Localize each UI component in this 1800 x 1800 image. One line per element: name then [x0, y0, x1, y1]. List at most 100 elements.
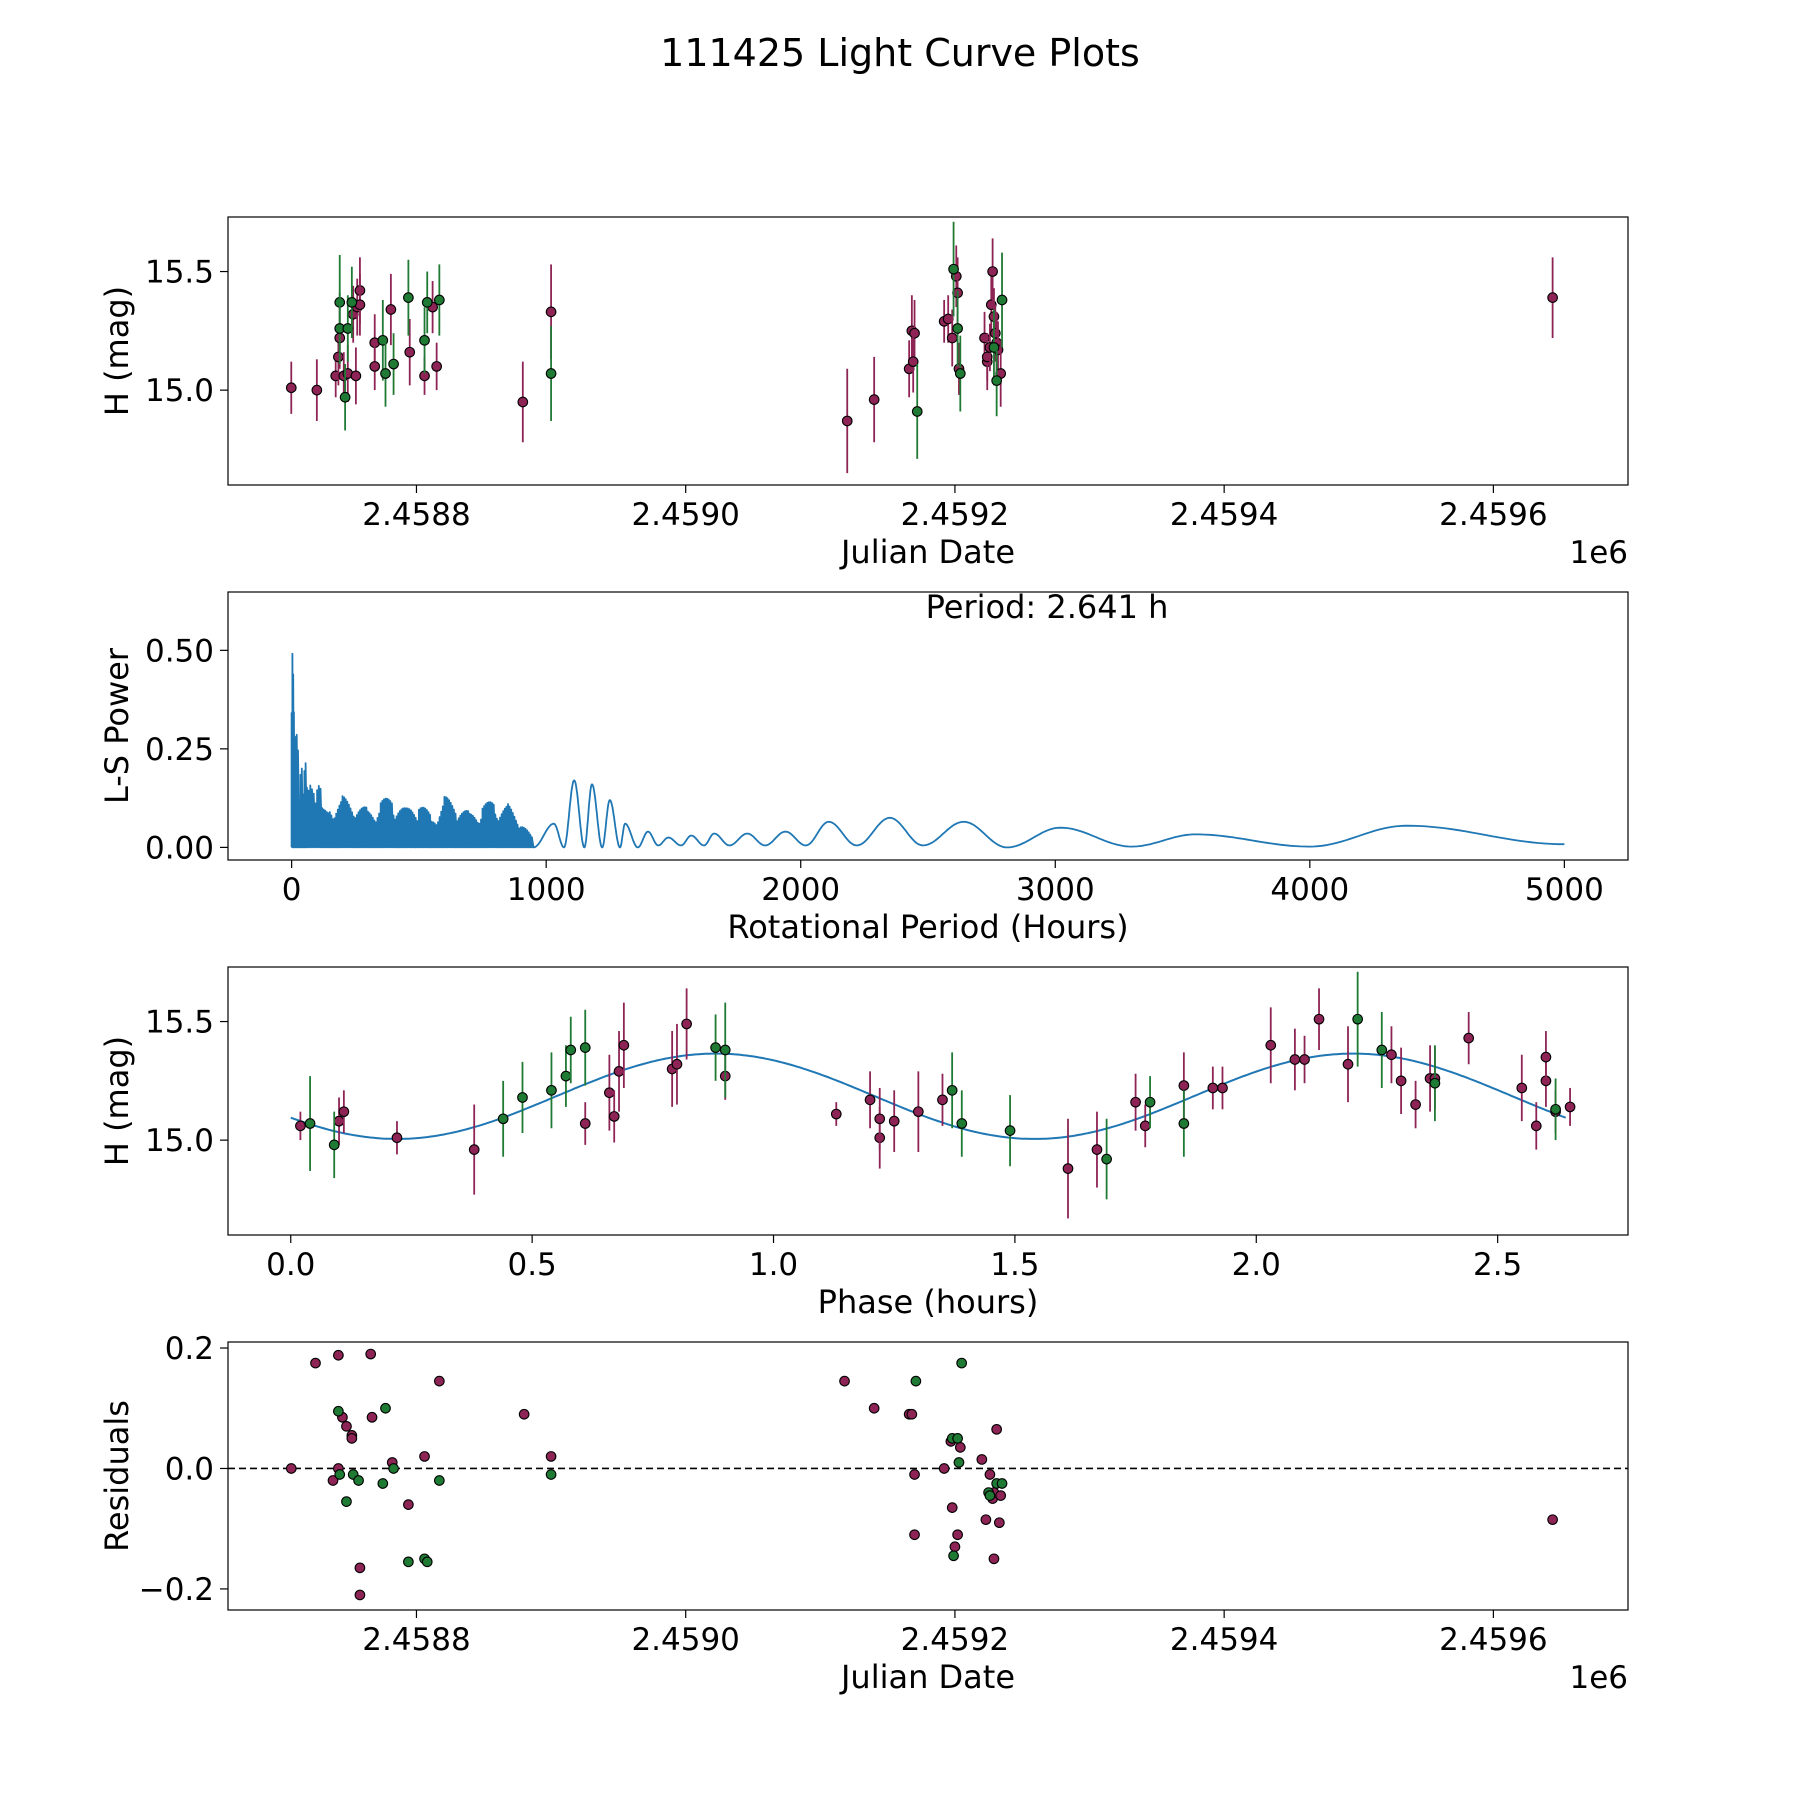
resid-y-axis-label: Residuals	[98, 1400, 136, 1552]
residuals-panel: 2.4588 2.4590 2.4592 2.4594 2.4596 −0.2 0.0 0.2…	[98, 1331, 1629, 1696]
resid-data-point	[948, 1550, 959, 1562]
resid-data-point	[310, 1357, 321, 1369]
lc-data-point	[545, 306, 557, 318]
phase-data-point	[1299, 1054, 1310, 1065]
phase-x-tick-label: 2.0	[1232, 1247, 1281, 1283]
phase-data-point	[1516, 1082, 1528, 1094]
phase-data-point	[618, 1039, 630, 1051]
phase-x-tick-label: 0.0	[266, 1247, 315, 1283]
phase-data-point	[565, 1044, 577, 1056]
phase-data-point	[1463, 1032, 1475, 1044]
lc-data-point	[433, 294, 445, 306]
resid-data-point	[334, 1469, 346, 1480]
ls-y-tick-label: 0.25	[145, 732, 214, 768]
phase-data-point	[1410, 1099, 1421, 1110]
lc-x-offset-label: 1e6	[1569, 535, 1628, 571]
resid-y-tick-label: −0.2	[139, 1572, 214, 1608]
lc-data-point	[991, 375, 1003, 386]
lc-data-point	[431, 361, 443, 372]
resid-data-point	[403, 1499, 414, 1510]
resid-data-point	[545, 1469, 557, 1480]
phase-data-point	[295, 1120, 306, 1132]
phase-data-point	[1139, 1120, 1151, 1132]
resid-data-point	[419, 1451, 430, 1462]
lc-data-point	[339, 391, 351, 403]
phase-data-point	[1130, 1096, 1141, 1108]
phase-data-point	[613, 1066, 625, 1077]
ls-y-axis-label: L-S Power	[98, 647, 136, 804]
lc-x-tick-label: 2.4596	[1439, 497, 1547, 533]
lc-data-point	[907, 356, 919, 368]
resid-data-point	[341, 1496, 352, 1507]
ls-x-axis-label: Rotational Period (Hours)	[727, 908, 1128, 946]
ls-x-tick-label: 5000	[1525, 872, 1604, 908]
lc-data-point	[385, 304, 397, 315]
lc-data-point	[948, 263, 959, 275]
resid-data-point	[980, 1514, 992, 1526]
phase-x-tick-label: 1.0	[749, 1247, 798, 1283]
resid-data-point	[976, 1454, 988, 1465]
phase-data-point	[391, 1132, 403, 1144]
resid-data-point	[995, 1490, 1007, 1501]
resid-data-point	[354, 1589, 366, 1601]
phase-data-point	[517, 1092, 528, 1103]
resid-data-point	[953, 1457, 965, 1468]
lc-x-tick-label: 2.4588	[362, 497, 470, 533]
phase-x-tick-label: 0.5	[507, 1247, 556, 1283]
resid-data-point	[333, 1405, 344, 1417]
resid-data-point	[388, 1463, 399, 1474]
phase-data-point	[604, 1087, 615, 1099]
phase-data-point	[681, 1018, 692, 1030]
resid-data-point	[938, 1463, 950, 1474]
phase-data-point	[1342, 1058, 1354, 1070]
phase-y-axis-label: H (mag)	[98, 1036, 136, 1166]
phase-data-point	[1386, 1049, 1397, 1061]
resid-x-axis-label: Julian Date	[839, 1658, 1015, 1696]
resid-data-point	[380, 1402, 391, 1414]
phase-data-point	[946, 1084, 958, 1096]
lc-data-point	[333, 351, 344, 363]
resid-data-point	[910, 1375, 922, 1387]
phase-data-point	[719, 1044, 731, 1056]
period-annotation: Period: 2.641 h	[926, 588, 1169, 626]
phase-data-point	[1550, 1103, 1561, 1115]
phase-data-point	[864, 1094, 876, 1106]
resid-data-point	[366, 1411, 378, 1423]
resid-axes-frame	[227, 1341, 1629, 1611]
lc-data-point	[421, 297, 433, 308]
phase-data-point	[1313, 1013, 1325, 1025]
resid-x-offset-label: 1e6	[1569, 1660, 1628, 1696]
phase-data-point	[328, 1139, 340, 1151]
phase-data-point	[874, 1113, 886, 1125]
resid-y-tick-label: 0.0	[165, 1451, 214, 1487]
phase-data-point	[1540, 1051, 1552, 1063]
lc-data-point	[419, 334, 430, 346]
resid-data-point	[984, 1490, 996, 1501]
phase-data-point	[1062, 1163, 1074, 1174]
periodogram-line	[290, 652, 1565, 849]
ls-x-tick-label: 4000	[1270, 872, 1349, 908]
lc-x-tick-label: 2.4594	[1170, 497, 1278, 533]
lc-data-point	[404, 346, 416, 358]
figure-title: 111425 Light Curve Plots	[660, 31, 1140, 75]
phase-data-point	[579, 1118, 591, 1129]
lc-x-tick-label: 2.4590	[631, 497, 739, 533]
resid-data-point	[354, 1562, 366, 1574]
resid-data-point	[341, 1420, 352, 1432]
ls-x-tick-label: 1000	[507, 872, 586, 908]
phase-x-tick-label: 2.5	[1473, 1247, 1522, 1283]
phase-data-point	[937, 1094, 948, 1106]
lc-axes-frame	[227, 216, 1629, 486]
resid-data-point	[518, 1408, 530, 1420]
phase-data-point	[1207, 1082, 1219, 1094]
phase-data-point	[304, 1118, 316, 1129]
phase-data-point	[1530, 1120, 1542, 1132]
resid-data-point	[377, 1478, 389, 1489]
lc-data-point	[311, 384, 323, 396]
resid-data-point	[946, 1502, 958, 1513]
phase-data-point	[1564, 1101, 1576, 1113]
phase-data-point	[912, 1106, 924, 1118]
phase-data-point	[1091, 1144, 1103, 1155]
lc-data-point	[954, 368, 966, 379]
lc-data-point	[369, 361, 381, 372]
